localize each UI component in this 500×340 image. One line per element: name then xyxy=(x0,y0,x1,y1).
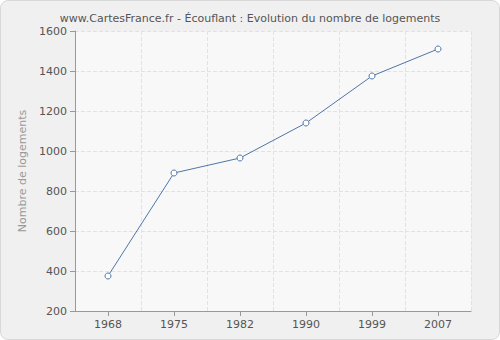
svg-text:600: 600 xyxy=(46,225,67,238)
svg-text:1982: 1982 xyxy=(226,318,254,331)
svg-text:1000: 1000 xyxy=(39,145,67,158)
svg-text:1990: 1990 xyxy=(292,318,320,331)
svg-text:400: 400 xyxy=(46,265,67,278)
svg-text:1600: 1600 xyxy=(39,25,67,38)
svg-text:1400: 1400 xyxy=(39,65,67,78)
svg-text:1975: 1975 xyxy=(160,318,188,331)
svg-text:www.CartesFrance.fr - Écouflan: www.CartesFrance.fr - Écouflant : Evolut… xyxy=(60,12,441,25)
svg-text:1968: 1968 xyxy=(94,318,122,331)
svg-text:800: 800 xyxy=(46,185,67,198)
svg-text:200: 200 xyxy=(46,305,67,318)
svg-text:Nombre de logements: Nombre de logements xyxy=(16,109,29,232)
svg-text:1999: 1999 xyxy=(358,318,386,331)
svg-text:2007: 2007 xyxy=(424,318,452,331)
svg-text:1200: 1200 xyxy=(39,105,67,118)
